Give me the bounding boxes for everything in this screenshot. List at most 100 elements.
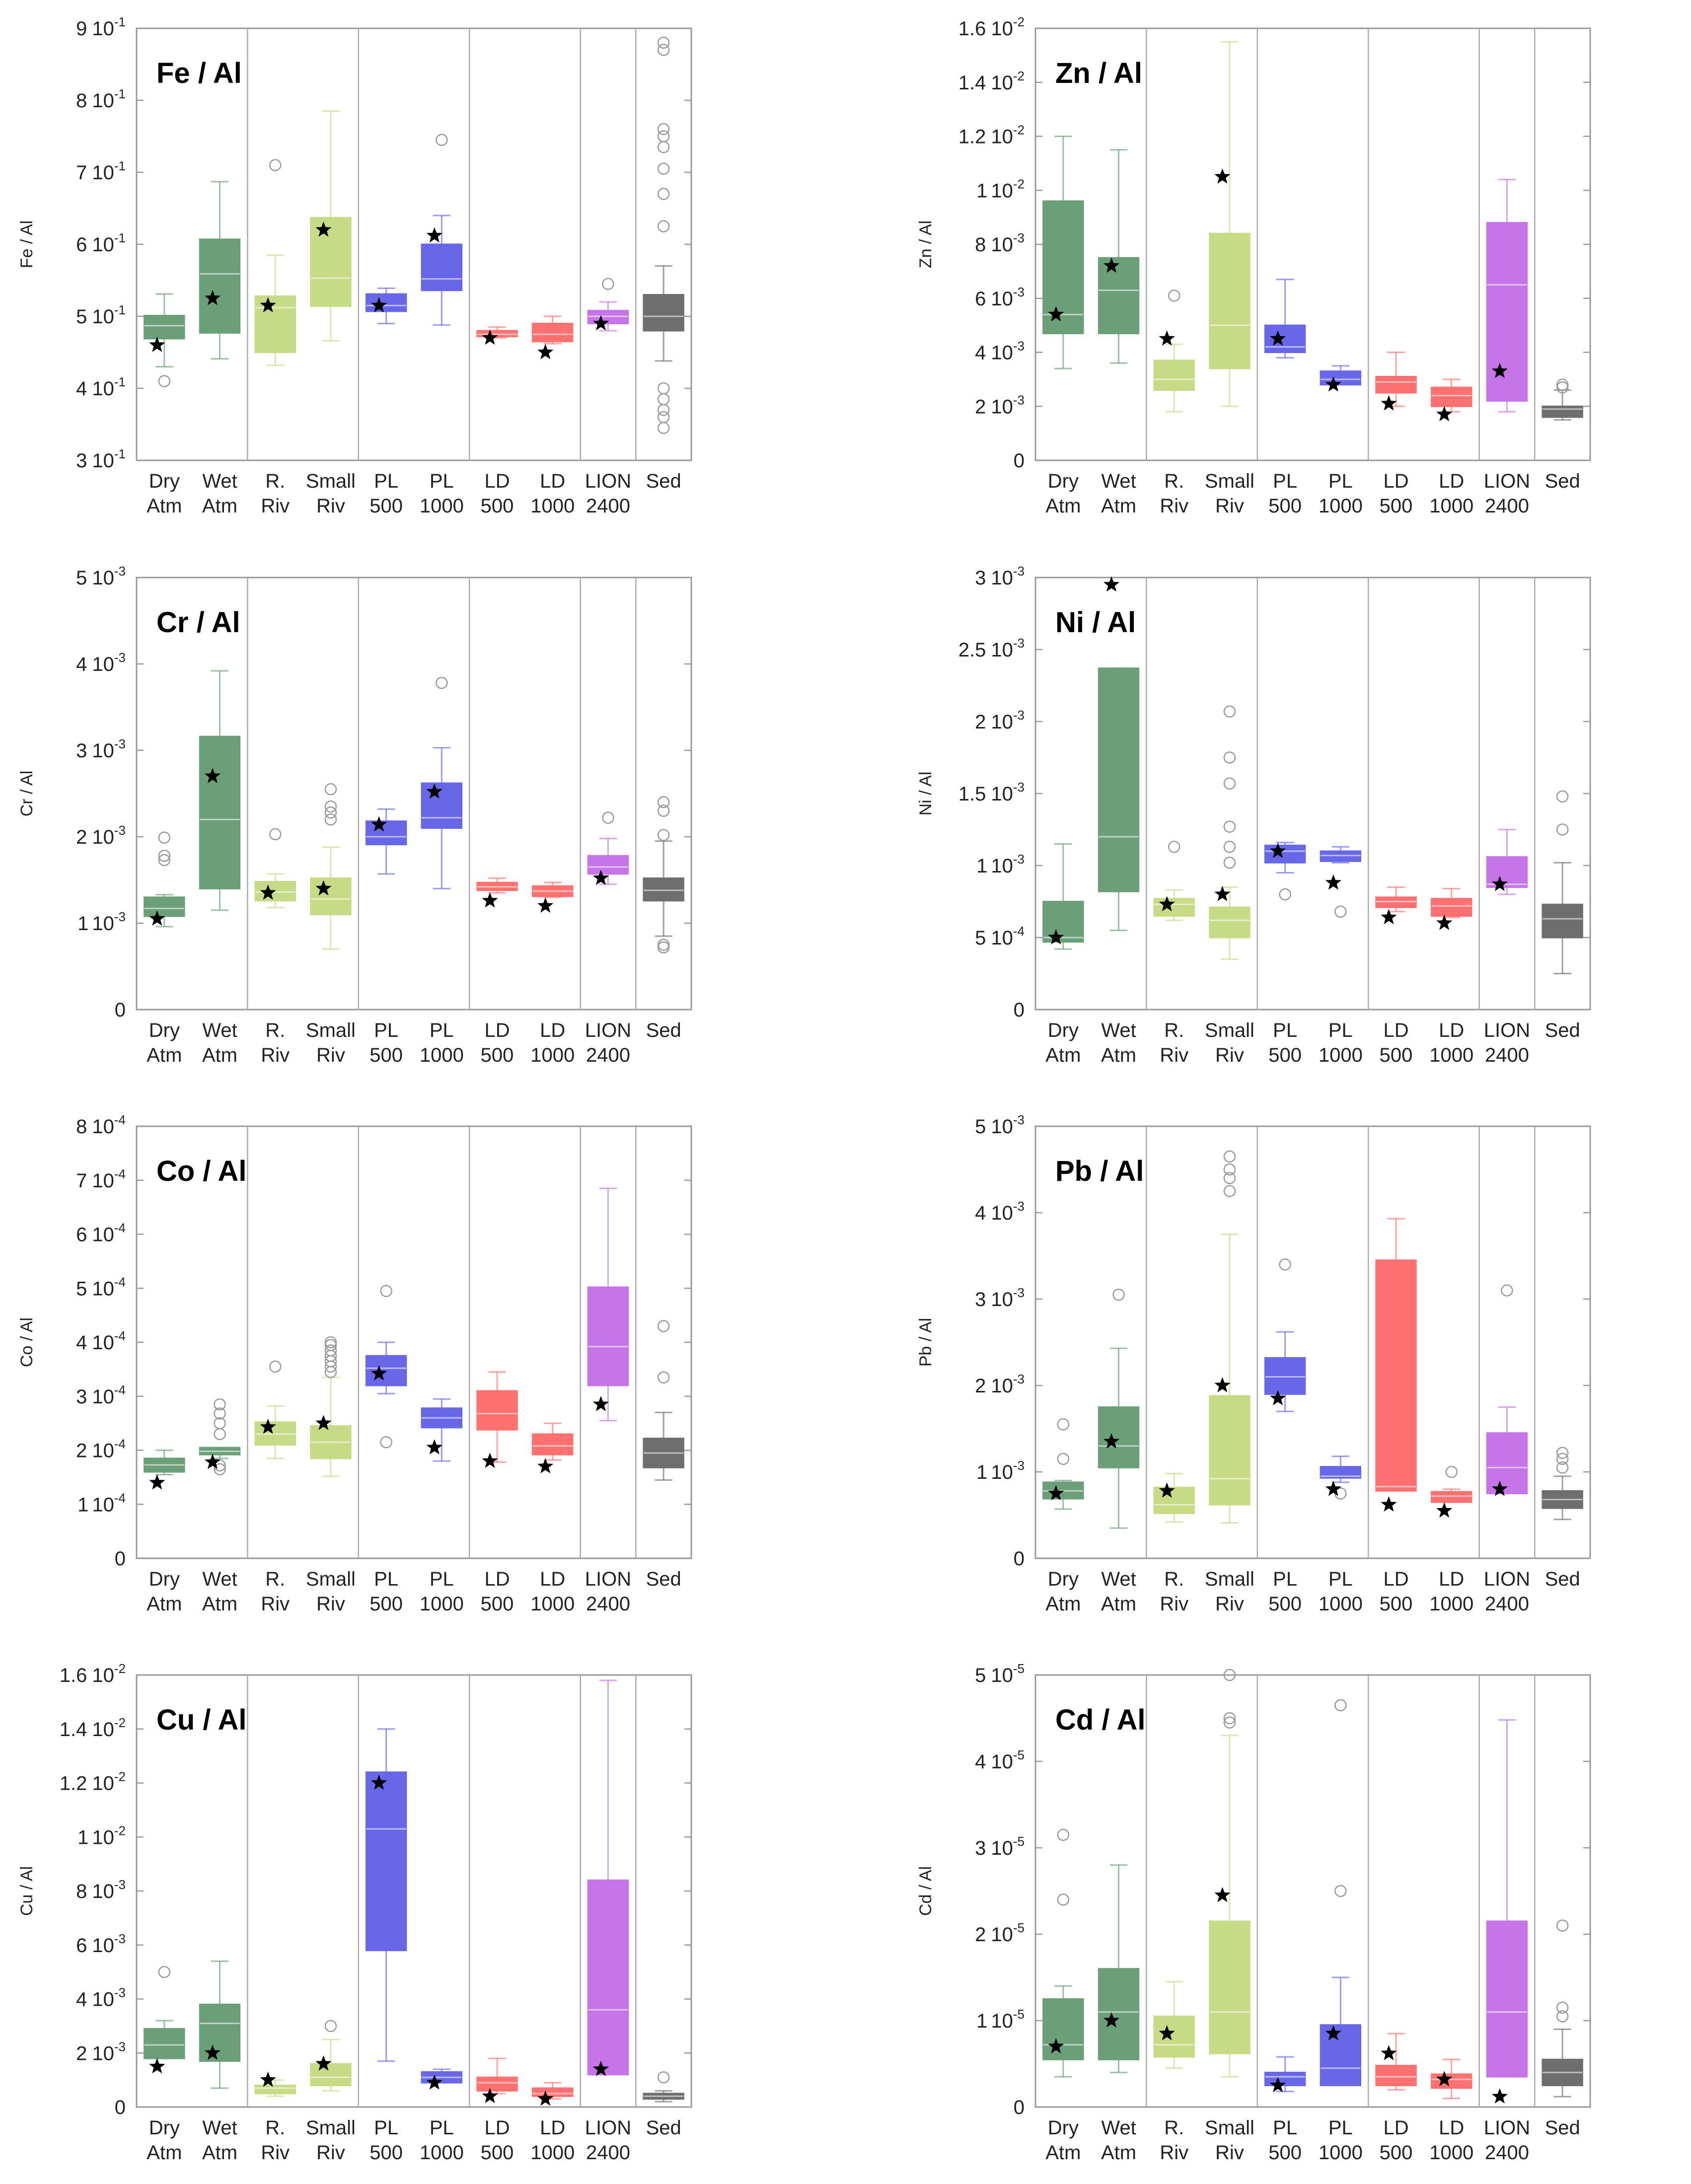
panel-fe-al: 3 10-1 4 10-1 5 10-1 6 10-1 7 10-1 8 10-1 9 10-1 Fe / … [17,14,692,517]
box-pl-500 [365,1285,407,1449]
y-tick-label: 3 10-4 [76,1383,126,1408]
y-tick-label: 9 10-1 [76,14,126,40]
x-category-label: Small [306,1568,356,1590]
star-marker [592,2060,609,2076]
box-sed [643,2071,684,2103]
iqr-box [1431,898,1472,917]
y-tick-label: 1 10-3 [976,852,1025,877]
outlier-point [269,159,282,171]
x-category-label: Riv [1215,2142,1244,2164]
x-category-label: Dry [149,1568,180,1590]
outlier-point [1223,820,1236,833]
x-category-label: Small [1205,2117,1254,2139]
x-category-label: Riv [261,1044,290,1066]
x-category-label: Sed [1545,470,1580,492]
iqr-box [310,2063,352,2086]
outlier-point [269,1360,282,1373]
outlier-point [657,130,670,143]
outlier-point [1168,841,1180,853]
x-category-label: LD [1383,1019,1408,1041]
panel-cr-al: 0 1 10-3 2 10-3 3 10-3 4 10-3 5 10-3 Cr / Al Dry Atm W… [17,564,692,1066]
box-r-riv [254,2071,296,2097]
y-tick-label: 6 10-4 [76,1221,126,1246]
y-tick-label: 1.4 10-2 [60,1715,126,1741]
box-r-riv [254,1360,296,1459]
box-dry-atm [1042,1418,1084,1510]
y-tick-label: 1.4 10-2 [958,69,1025,94]
outlier-point [1445,1465,1458,1478]
star-marker [482,1453,498,1468]
iqr-box [476,2076,518,2092]
box-lion-2400 [1486,179,1528,413]
y-tick-label: 2.5 10-3 [958,636,1025,661]
star-marker [260,297,276,312]
panel-co-al: 0 1 10-4 2 10-4 3 10-4 4 10-4 5 10-4 6 10-4 7 10-4 8 10-… [17,1112,692,1615]
iqr-box [1375,375,1417,394]
y-tick-label: 6 10-3 [975,285,1025,310]
y-axis-label: Cd / Al [916,1866,935,1916]
outlier-point [1556,1447,1569,1459]
box-pl-1000 [1320,1456,1362,1500]
box-sed [1542,378,1583,421]
x-category-label: 500 [1380,495,1413,517]
x-category-label: PL [430,1568,454,1590]
iqr-box [1375,1259,1417,1492]
x-category-label: PL [374,470,398,492]
iqr-box [1486,1432,1528,1494]
x-category-label: 500 [369,1044,403,1066]
x-category-label: Sed [1545,2117,1580,2139]
x-category-label: LD [1383,470,1408,492]
panel-ni-al: 0 5 10-4 1 10-3 1.5 10-3 2 10-3 2.5 10-3 3 10-3 Ni / … [916,564,1591,1066]
star-marker [371,297,387,312]
iqr-box [532,323,574,343]
x-category-label: PL [1328,1019,1353,1041]
x-category-label: Sed [646,470,681,492]
star-marker [371,1365,387,1381]
box-wet-atm [199,670,241,911]
star-marker [537,897,554,913]
x-category-label: Riv [1160,495,1188,517]
box-lion-2400 [1486,1719,1528,2104]
y-tick-label: 0 [1014,450,1025,472]
y-tick-label: 1.6 10-2 [60,1661,126,1686]
iqr-box [254,2085,296,2095]
y-tick-label: 8 10-4 [76,1112,126,1138]
outlier-point [158,831,171,844]
outlier-point [1556,1919,1569,1932]
x-category-label: Sed [646,2117,681,2139]
iqr-box [1431,386,1472,407]
box-sed [1542,1919,1583,2098]
x-category-label: Wet [202,1568,237,1590]
outlier-point [1334,1699,1347,1712]
box-r-riv [254,828,296,909]
star-marker [1491,1480,1508,1496]
outlier-point [1556,1461,1569,1474]
box-ld-1000 [1431,2058,1472,2100]
box-lion-2400 [587,278,629,332]
outlier-point [1223,1669,1236,1681]
box-dry-atm [144,831,185,928]
box-small-riv [1209,705,1250,960]
x-category-label: Small [1205,1019,1254,1041]
outlier-point [1334,905,1347,918]
star-marker [1048,306,1064,322]
box-pl-500 [365,808,407,875]
x-category-label: Atm [1101,1593,1136,1615]
x-category-label: Wet [1101,1568,1136,1590]
star-marker [1103,1433,1120,1449]
iqr-box [310,877,352,916]
x-category-label: Riv [261,1593,290,1615]
box-wet-atm [1098,1864,1140,2073]
x-category-label: 1000 [1319,1593,1363,1615]
iqr-box [254,295,296,354]
iqr-box [1264,324,1306,353]
x-category-label: 1000 [530,1593,575,1615]
iqr-box [1098,257,1140,334]
star-marker [537,1458,554,1473]
y-tick-label: 5 10-4 [975,924,1025,949]
x-category-label: Wet [1101,1019,1136,1041]
x-category-label: Dry [149,1019,180,1041]
x-category-label: Riv [1215,1593,1244,1615]
outlier-point [657,36,670,49]
star-marker [592,870,609,885]
